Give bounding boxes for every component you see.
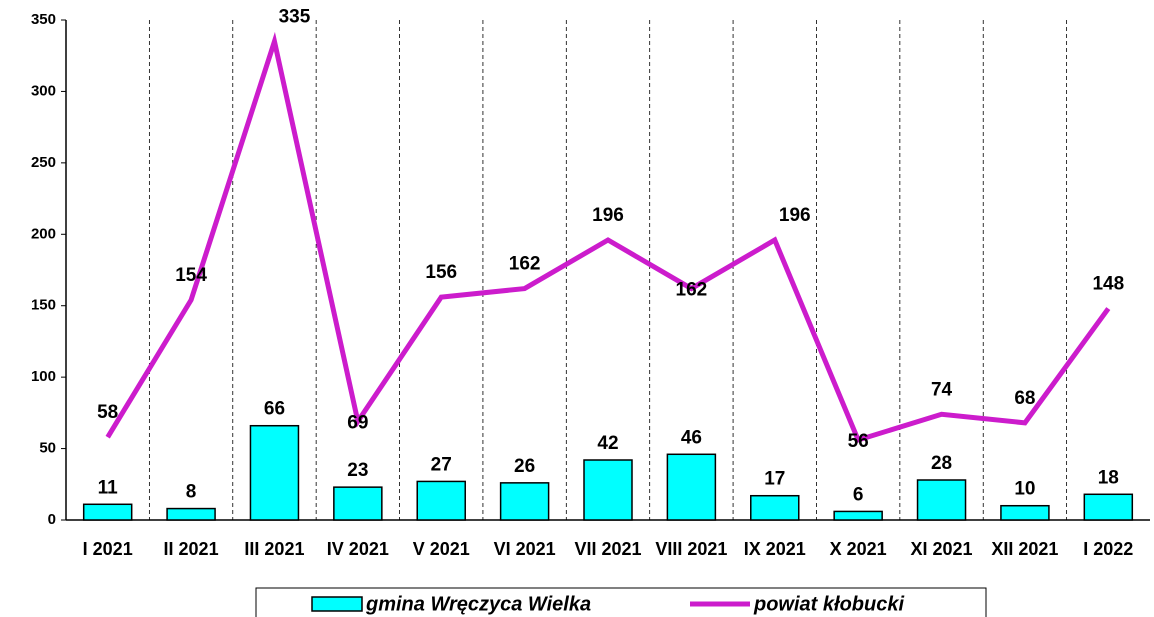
line-label: 196	[779, 205, 811, 226]
y-tick-label: 50	[39, 440, 56, 457]
line-label: 335	[279, 6, 311, 27]
y-tick-label: 350	[31, 11, 56, 28]
bar	[166, 507, 216, 521]
y-tick-label: 200	[31, 225, 56, 242]
bar	[1083, 493, 1134, 521]
bar-label: 26	[514, 456, 535, 477]
x-tick-label: II 2021	[163, 539, 219, 559]
line-label: 74	[931, 379, 953, 400]
x-tick-label: I 2021	[82, 539, 133, 559]
line-label: 69	[347, 412, 368, 433]
x-tick-label: V 2021	[412, 539, 470, 559]
bar-label: 46	[681, 427, 702, 448]
x-tick-label: VIII 2021	[655, 539, 728, 559]
bar	[583, 459, 633, 521]
bar-label: 18	[1098, 467, 1119, 488]
bar	[750, 494, 800, 521]
x-tick-label: VII 2021	[574, 539, 642, 559]
line-label: 154	[175, 265, 207, 286]
bar	[249, 424, 300, 521]
line-label: 156	[425, 262, 457, 283]
bar-label: 8	[186, 482, 197, 503]
bar	[1000, 504, 1050, 521]
line-label: 162	[676, 280, 708, 301]
line-label: 58	[97, 402, 118, 423]
bar	[499, 482, 550, 521]
bar	[333, 486, 383, 521]
y-tick-label: 250	[31, 154, 56, 171]
y-tick-label: 300	[31, 82, 56, 99]
legend-label: powiat kłobucki	[753, 593, 904, 615]
x-tick-label: VI 2021	[493, 539, 556, 559]
bar-label: 66	[264, 399, 285, 420]
line	[105, 31, 1111, 444]
line-label: 162	[509, 254, 541, 275]
x-tick-label: I 2022	[1083, 539, 1134, 559]
legend-swatch	[311, 596, 363, 612]
line-label: 56	[848, 431, 869, 452]
bar-label: 17	[764, 469, 785, 490]
bar-label: 27	[431, 454, 452, 475]
x-tick-label: IX 2021	[743, 539, 806, 559]
y-tick-label: 100	[31, 368, 56, 385]
bar-label: 42	[597, 433, 618, 454]
x-tick-label: XI 2021	[910, 539, 973, 559]
bar	[82, 503, 133, 521]
y-tick-label: 0	[48, 511, 56, 528]
y-tick-label: 150	[31, 297, 56, 314]
bar	[916, 479, 967, 521]
bar-label: 28	[931, 453, 952, 474]
bar	[416, 480, 466, 521]
x-tick-label: X 2021	[829, 539, 887, 559]
x-tick-label: III 2021	[244, 539, 305, 559]
bar-label: 23	[347, 460, 368, 481]
line-label: 196	[592, 205, 624, 226]
line-label: 68	[1014, 388, 1035, 409]
x-tick-label: IV 2021	[326, 539, 389, 559]
bar	[833, 510, 883, 521]
bar	[666, 453, 717, 521]
legend-box	[255, 587, 987, 617]
x-tick-label: XII 2021	[991, 539, 1059, 559]
bar-label: 10	[1014, 479, 1035, 500]
legend-label: gmina Wręczyca Wielka	[365, 593, 591, 615]
bar-label: 11	[98, 477, 119, 498]
line-label: 148	[1092, 274, 1124, 295]
bar-label: 6	[853, 484, 864, 505]
